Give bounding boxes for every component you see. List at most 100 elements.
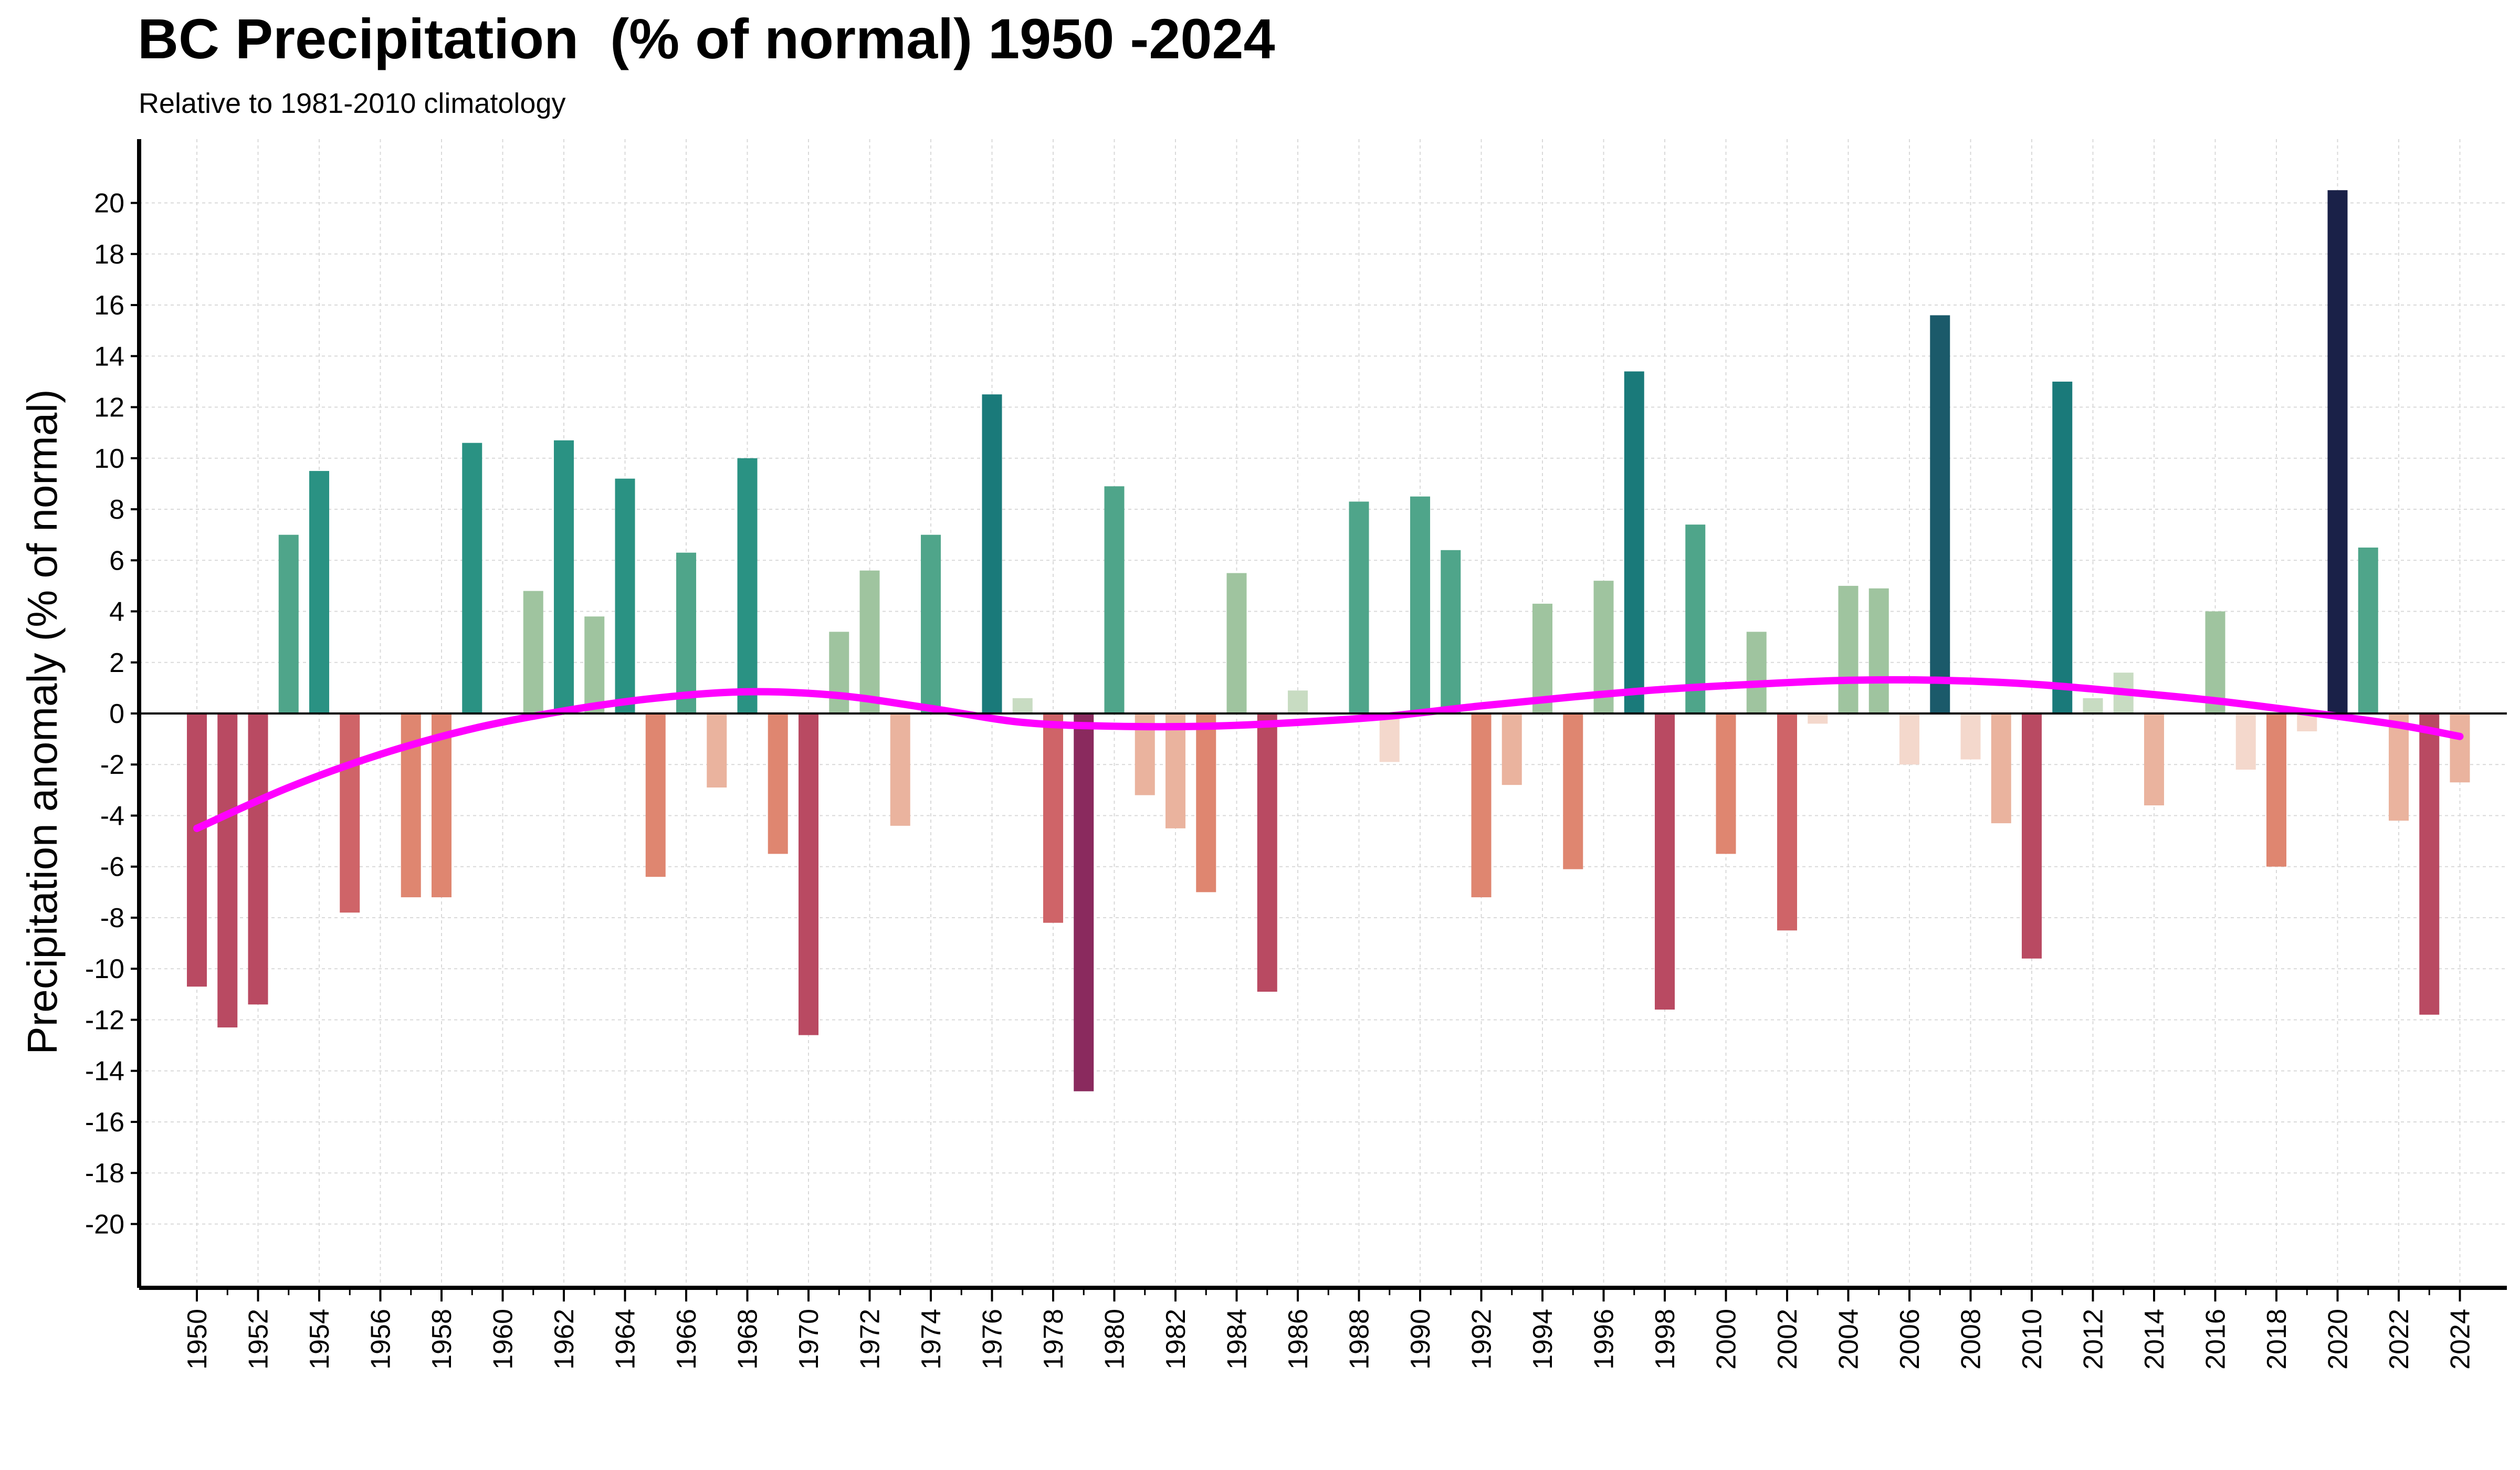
bar-2020: [2327, 190, 2348, 713]
y-tick-label: 20: [94, 188, 124, 219]
bar-1950: [187, 713, 207, 987]
bar-2000: [1716, 713, 1736, 854]
bar-1959: [462, 443, 482, 713]
bar-1972: [859, 570, 880, 713]
x-tick-label: 1954: [304, 1309, 335, 1370]
y-tick-label: -12: [85, 1005, 124, 1035]
bar-1995: [1563, 713, 1583, 869]
bar-1965: [645, 713, 666, 877]
x-tick-label: 2020: [2323, 1309, 2354, 1370]
bar-1962: [554, 440, 574, 713]
x-tick-label: 2022: [2384, 1309, 2414, 1370]
bar-2003: [1808, 713, 1828, 724]
chart-subtitle: Relative to 1981-2010 climatology: [139, 88, 566, 119]
bar-1999: [1685, 524, 1706, 713]
y-tick-label: 16: [94, 290, 124, 321]
x-tick-label: 1956: [366, 1309, 396, 1370]
bar-2007: [1930, 315, 1950, 713]
y-tick-label: -6: [100, 852, 124, 883]
bar-1977: [1012, 698, 1033, 713]
y-axis-title: Precipitation anomaly (% of normal): [19, 389, 66, 1054]
bar-2017: [2235, 713, 2256, 770]
bar-1986: [1288, 690, 1308, 713]
bar-2009: [1991, 713, 2011, 824]
bar-2021: [2358, 547, 2378, 713]
bar-1971: [829, 632, 849, 713]
bar-1951: [217, 713, 238, 1028]
x-tick-label: 1982: [1161, 1309, 1191, 1370]
x-tick-label: 2014: [2139, 1309, 2170, 1370]
y-tick-label: 4: [109, 597, 124, 627]
y-tick-label: 0: [109, 699, 124, 729]
y-tick-label: -14: [85, 1056, 124, 1087]
bar-1969: [768, 713, 788, 854]
bar-2018: [2266, 713, 2286, 867]
x-tick-label: 2002: [1772, 1309, 1803, 1370]
x-tick-label: 1990: [1405, 1309, 1436, 1370]
bar-1984: [1226, 573, 1247, 713]
x-tick-label: 1998: [1650, 1309, 1681, 1370]
x-tick-label: 2016: [2201, 1309, 2231, 1370]
bar-1993: [1502, 713, 1522, 785]
bar-2005: [1868, 588, 1889, 713]
bar-1967: [707, 713, 727, 788]
bar-1952: [248, 713, 268, 1005]
x-tick-label: 1976: [978, 1309, 1008, 1370]
x-tick-label: 1962: [549, 1309, 580, 1370]
x-tick-labels: 1950 1952 1954 1956 1958 1960 1962 1964 1966 1968…: [182, 1309, 2476, 1370]
bar-1974: [921, 534, 941, 713]
bar-1990: [1410, 496, 1430, 713]
bar-1994: [1532, 603, 1552, 713]
bar-1953: [278, 534, 299, 713]
x-tick-label: 1958: [427, 1309, 457, 1370]
x-tick-label: 2006: [1895, 1309, 1925, 1370]
bar-2010: [2022, 713, 2042, 959]
y-tick-label: -8: [100, 903, 124, 933]
trend: [193, 676, 2464, 832]
axes: [131, 139, 2507, 1301]
bar-1954: [309, 471, 329, 713]
y-tick-label: 14: [94, 341, 124, 372]
bar-1991: [1441, 550, 1461, 713]
x-tick-label: 1978: [1038, 1309, 1069, 1370]
bar-1985: [1257, 713, 1277, 992]
y-tick-label: -20: [85, 1209, 124, 1240]
x-tick-label: 1972: [855, 1309, 886, 1370]
x-tick-label: 1968: [733, 1309, 763, 1370]
bar-1955: [340, 713, 360, 913]
x-tick-label: 2018: [2262, 1309, 2292, 1370]
x-tick-label: 2010: [2017, 1309, 2048, 1370]
bar-2001: [1746, 632, 1767, 713]
bar-1976: [982, 394, 1002, 713]
bar-1989: [1379, 713, 1400, 762]
y-tick-label: -4: [100, 801, 124, 831]
bar-2024: [2450, 713, 2470, 783]
bar-2006: [1899, 713, 1919, 765]
bars: [187, 190, 2470, 1091]
bar-1988: [1349, 501, 1369, 713]
bar-1979: [1074, 713, 1094, 1091]
bar-1982: [1166, 713, 1185, 828]
y-tick-label: 18: [94, 239, 124, 270]
x-tick-label: 1984: [1222, 1309, 1253, 1370]
chart-title: BC Precipitation (% of normal) 1950 -202…: [138, 7, 1275, 70]
x-tick-label: 1960: [488, 1309, 519, 1370]
x-tick-label: 1952: [244, 1309, 274, 1370]
y-tick-label: 6: [109, 545, 124, 576]
y-tick-label: 12: [94, 393, 124, 423]
y-tick-label: 8: [109, 495, 124, 525]
x-tick-label: 1980: [1100, 1309, 1130, 1370]
x-tick-label: 2024: [2445, 1309, 2476, 1370]
x-tick-label: 1950: [182, 1309, 213, 1370]
x-tick-label: 1974: [916, 1309, 947, 1370]
bar-2023: [2419, 713, 2440, 1015]
y-tick-label: -2: [100, 750, 124, 780]
bar-1978: [1043, 713, 1063, 923]
y-tick-label: -18: [85, 1158, 124, 1189]
x-tick-label: 2000: [1712, 1309, 1742, 1370]
bar-1997: [1624, 371, 1644, 713]
bar-1968: [737, 458, 758, 713]
y-tick-label: -16: [85, 1107, 124, 1138]
bar-1963: [584, 616, 605, 713]
